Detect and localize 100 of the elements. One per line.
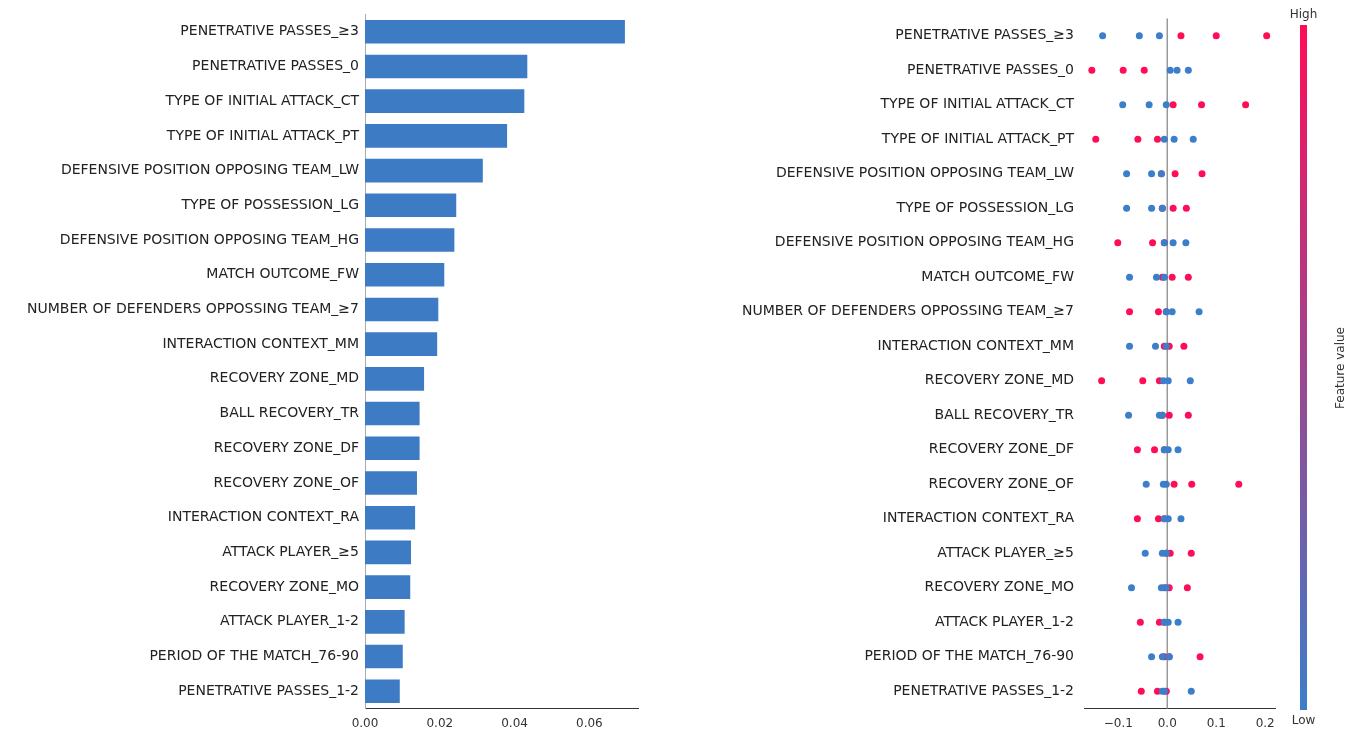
point — [1099, 32, 1107, 40]
y-tick-label: TYPE OF INITIAL ATTACK_PT — [880, 129, 1075, 146]
point — [1169, 204, 1177, 212]
point — [1177, 515, 1185, 523]
point — [1088, 66, 1096, 74]
y-tick-label: DEFENSIVE POSITION OPPOSING TEAM_HG — [59, 230, 359, 247]
point — [1123, 170, 1131, 178]
point — [1160, 135, 1168, 143]
point — [1188, 480, 1196, 488]
point — [1183, 584, 1191, 592]
x-tick-label: 0.1 — [1206, 715, 1226, 730]
point — [1155, 32, 1163, 40]
point — [1141, 549, 1149, 557]
y-tick-label: NUMBER OF DEFENDERS OPPOSSING TEAM_≥7 — [742, 302, 1074, 319]
point — [1168, 308, 1176, 316]
x-tick-label: 0.00 — [351, 715, 379, 730]
y-tick-label: PENETRATIVE PASSES_≥3 — [895, 26, 1074, 43]
x-tick-label: 0.02 — [426, 715, 454, 730]
bar — [365, 610, 405, 634]
point — [1145, 101, 1153, 109]
bar — [365, 575, 411, 599]
point — [1134, 135, 1142, 143]
point — [1126, 273, 1134, 281]
y-tick-label: DEFENSIVE POSITION OPPOSING TEAM_HG — [774, 233, 1074, 250]
point — [1128, 584, 1136, 592]
point — [1142, 480, 1150, 488]
point — [1196, 653, 1204, 661]
point — [1177, 32, 1185, 40]
bar — [365, 679, 400, 704]
point — [1186, 377, 1194, 385]
bar — [365, 19, 625, 44]
bar — [365, 367, 425, 391]
y-tick-label: INTERACTION CONTEXT_RA — [882, 509, 1075, 526]
y-tick-label: ATTACK PLAYER_1-2 — [934, 612, 1074, 629]
y-tick-label: ATTACK PLAYER_≥5 — [937, 543, 1074, 560]
y-tick-label: RECOVERY ZONE_MD — [209, 369, 359, 386]
point — [1169, 239, 1177, 247]
point — [1148, 170, 1156, 178]
point — [1148, 653, 1156, 661]
point — [1165, 411, 1173, 419]
bar — [365, 54, 528, 79]
y-tick-label: TYPE OF INITIAL ATTACK_PT — [165, 126, 360, 143]
point — [1182, 204, 1190, 212]
y-tick-label: NUMBER OF DEFENDERS OPPOSSING TEAM_≥7 — [27, 300, 359, 317]
point — [1168, 273, 1176, 281]
y-tick-label: BALL RECOVERY_TR — [934, 405, 1075, 422]
bar — [365, 124, 508, 148]
point — [1182, 239, 1190, 247]
bar — [365, 332, 438, 356]
point — [1137, 687, 1145, 695]
point — [1195, 308, 1203, 316]
bar — [365, 401, 420, 426]
point — [1125, 411, 1133, 419]
y-tick-label: RECOVERY ZONE_MO — [924, 578, 1074, 595]
y-tick-label: PENETRATIVE PASSES_≥3 — [180, 22, 359, 39]
y-tick-label: PENETRATIVE PASSES_0 — [907, 60, 1074, 77]
y-tick-label: RECOVERY ZONE_DF — [213, 438, 359, 455]
point — [1151, 446, 1159, 454]
y-tick-label: INTERACTION CONTEXT_RA — [167, 508, 360, 525]
point — [1133, 446, 1141, 454]
text: Low — [1290, 712, 1317, 728]
bar — [365, 89, 525, 113]
y-tick-label: TYPE OF INITIAL ATTACK_CT — [879, 95, 1075, 112]
point — [1135, 32, 1143, 40]
bar — [365, 644, 403, 669]
bar — [365, 436, 420, 461]
point — [1184, 411, 1192, 419]
y-tick-label: ATTACK PLAYER_≥5 — [222, 543, 359, 560]
y-tick-label: DEFENSIVE POSITION OPPOSING TEAM_LW — [775, 164, 1075, 181]
point — [1126, 342, 1134, 350]
y-tick-label: ATTACK PLAYER_1-2 — [219, 612, 359, 629]
point — [1133, 515, 1141, 523]
bar — [365, 297, 439, 322]
text: High — [1288, 6, 1319, 22]
y-tick-label: DEFENSIVE POSITION OPPOSING TEAM_LW — [60, 161, 360, 178]
point — [1263, 32, 1271, 40]
point — [1184, 273, 1192, 281]
y-tick-label: RECOVERY ZONE_DF — [928, 440, 1074, 457]
point — [1166, 66, 1174, 74]
x-tick-label: 0.0 — [1157, 715, 1177, 730]
point — [1152, 273, 1160, 281]
y-tick-label: INTERACTION CONTEXT_MM — [162, 334, 359, 351]
y-tick-label: PENETRATIVE PASSES_0 — [192, 57, 359, 74]
point — [1123, 204, 1131, 212]
y-tick-label: RECOVERY ZONE_MD — [924, 371, 1074, 388]
bar — [365, 262, 445, 287]
y-tick-label: PERIOD OF THE MATCH_76-90 — [149, 647, 359, 664]
point — [1171, 170, 1179, 178]
point — [1212, 32, 1220, 40]
y-tick-label: MATCH OUTCOME_FW — [921, 267, 1075, 284]
x-tick-label: 0.04 — [501, 715, 528, 730]
point — [1180, 342, 1188, 350]
point — [1173, 66, 1181, 74]
point — [1187, 549, 1195, 557]
bar — [365, 471, 417, 495]
point — [1152, 342, 1159, 350]
point — [1154, 515, 1162, 523]
point — [1187, 687, 1195, 695]
bar — [365, 505, 416, 530]
y-tick-label: RECOVERY ZONE_OF — [928, 474, 1074, 491]
